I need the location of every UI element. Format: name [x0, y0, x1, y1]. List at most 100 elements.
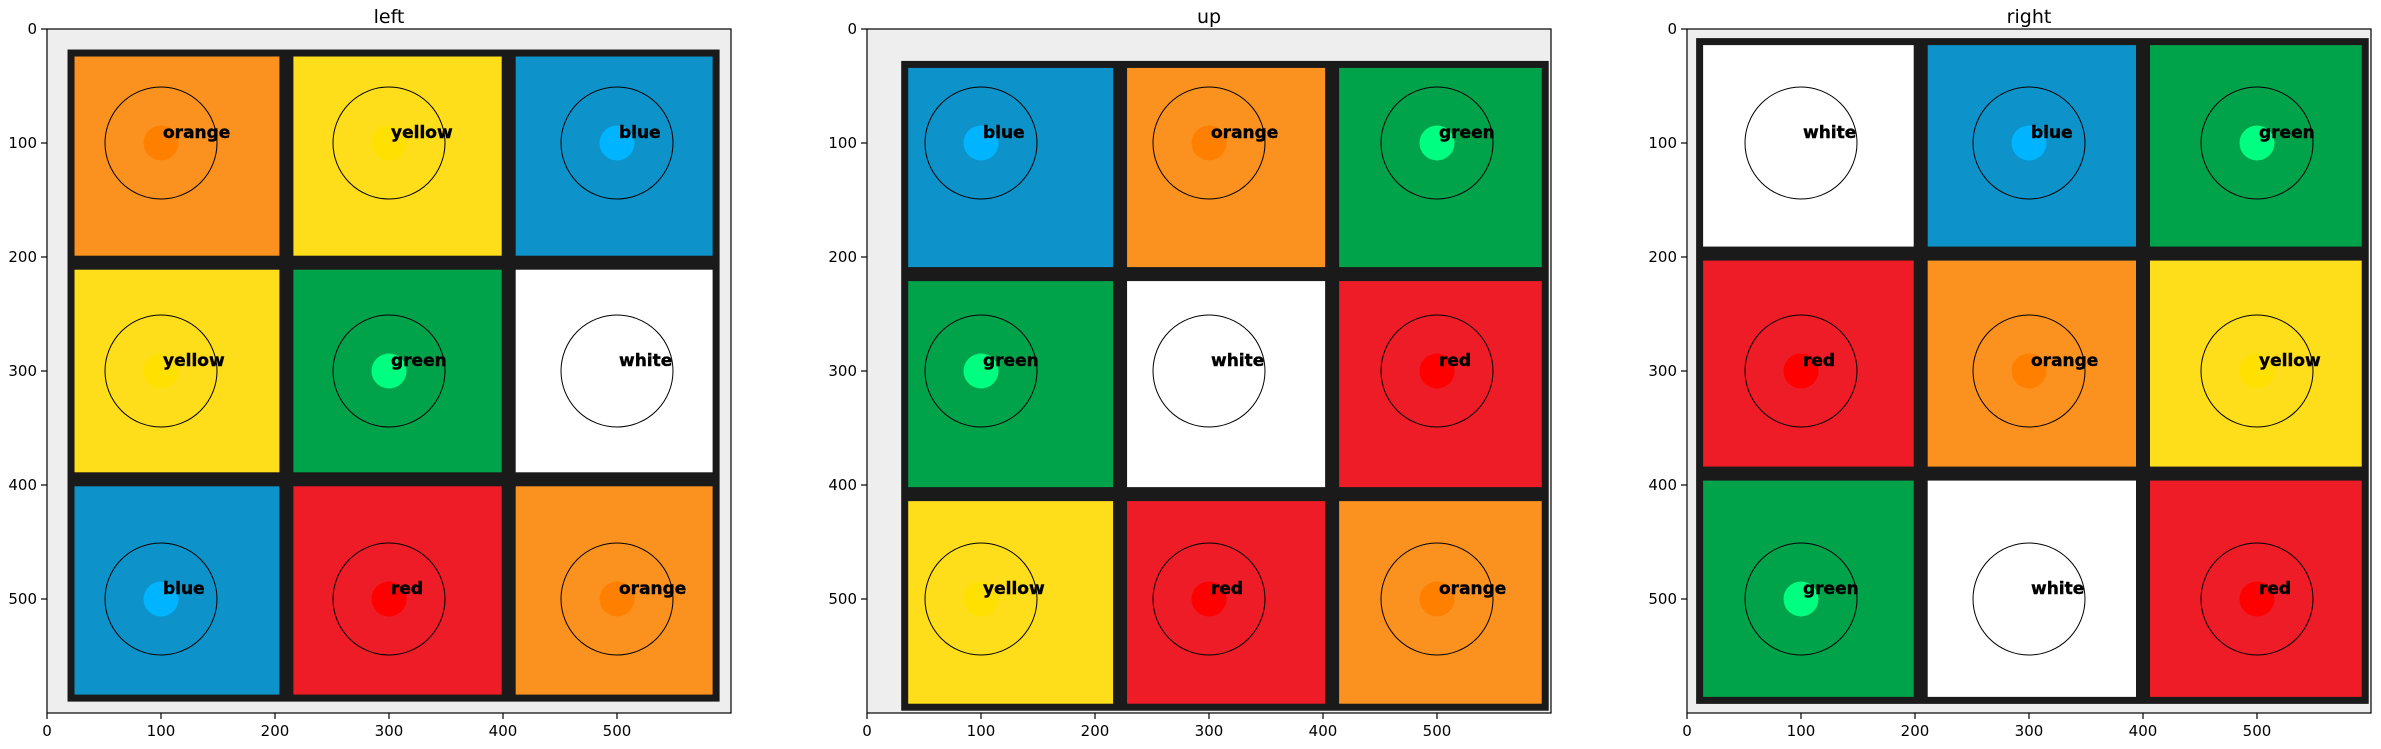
sample-ring	[1152, 86, 1266, 200]
cell-label: blue	[2031, 123, 2073, 143]
y-tick-label: 200	[828, 248, 857, 266]
sticker-yellow: yellow	[908, 501, 1114, 704]
sticker-square	[1127, 67, 1326, 268]
cell-label: red	[1211, 579, 1243, 599]
sticker-white: white	[1927, 480, 2136, 697]
sticker-orange: orange	[74, 56, 280, 256]
sticker-yellow: yellow	[293, 56, 502, 256]
y-tick-label: 500	[1648, 590, 1677, 608]
sample-dot	[2011, 581, 2047, 617]
sticker-blue: blue	[1927, 45, 2136, 247]
x-tick-label: 0	[42, 722, 52, 740]
sticker-green: green	[1703, 480, 1914, 697]
sample-ring	[332, 542, 446, 656]
panel-right: right white blue green red orange yellow green…	[1648, 6, 2372, 740]
y-tick-label: 0	[27, 20, 37, 38]
y-tick-label: 100	[828, 134, 857, 152]
y-tick-label: 100	[8, 134, 37, 152]
sample-dot	[143, 353, 179, 389]
sample-ring	[1744, 314, 1858, 428]
sticker-square	[908, 67, 1114, 268]
sample-dot	[963, 353, 999, 389]
x-tick-label: 200	[1901, 722, 1930, 740]
cell-label: green	[1803, 579, 1859, 599]
y-tick-label: 400	[828, 476, 857, 494]
cell-label: orange	[619, 579, 686, 599]
sample-dot	[1419, 581, 1455, 617]
x-tick-label: 300	[375, 722, 404, 740]
panel-left: left orange yellow blue yellow green white blu…	[8, 6, 732, 740]
x-tick-label: 0	[1682, 722, 1692, 740]
y-tick-label: 500	[8, 590, 37, 608]
sample-ring	[924, 86, 1038, 200]
sample-ring	[104, 314, 218, 428]
cell-label: orange	[2031, 351, 2098, 371]
sample-dot	[599, 353, 635, 389]
cell-label: green	[391, 351, 447, 371]
sample-ring	[560, 314, 674, 428]
sample-dot	[371, 581, 407, 617]
y-tick-label: 400	[8, 476, 37, 494]
cell-label: orange	[163, 123, 230, 143]
cell-label: yellow	[983, 579, 1045, 599]
sample-dot	[1419, 353, 1455, 389]
sample-dot	[1783, 353, 1819, 389]
sample-ring	[1972, 314, 2086, 428]
x-tick-label: 300	[2015, 722, 2044, 740]
sticker-square	[1339, 67, 1542, 268]
x-tick-label: 200	[261, 722, 290, 740]
sample-ring	[924, 542, 1038, 656]
sample-dot	[1783, 581, 1819, 617]
cell-label: blue	[619, 123, 661, 143]
sticker-square	[74, 486, 280, 695]
sample-ring	[1972, 542, 2086, 656]
sample-dot	[1419, 125, 1455, 161]
sticker-red: red	[1703, 260, 1914, 467]
sample-dot	[599, 125, 635, 161]
sample-dot	[143, 125, 179, 161]
sticker-white: white	[1703, 45, 1914, 247]
sticker-yellow: yellow	[74, 269, 280, 473]
sticker-green: green	[2150, 45, 2362, 247]
cell-label: orange	[1211, 123, 1278, 143]
x-tick-label: 300	[1195, 722, 1224, 740]
sample-dot	[2011, 353, 2047, 389]
sample-ring	[1380, 314, 1494, 428]
x-tick-label: 100	[147, 722, 176, 740]
y-tick-label: 300	[828, 362, 857, 380]
sample-ring	[1380, 542, 1494, 656]
image-area: blue orange green green white red yellow red ora…	[867, 29, 1551, 713]
sample-ring	[1380, 86, 1494, 200]
y-tick-label: 200	[1648, 248, 1677, 266]
cell-label: green	[983, 351, 1039, 371]
sticker-green: green	[1339, 67, 1542, 268]
sticker-blue: blue	[908, 67, 1114, 268]
sample-ring	[104, 542, 218, 656]
cell-label: white	[1211, 351, 1264, 371]
image-area: white blue green red orange yellow green white r…	[1687, 29, 2371, 713]
sample-ring	[1744, 86, 1858, 200]
y-tick-label: 500	[828, 590, 857, 608]
x-tick-label: 500	[1423, 722, 1452, 740]
sample-ring	[560, 86, 674, 200]
sample-ring	[1744, 542, 1858, 656]
sample-ring	[1972, 86, 2086, 200]
panel-up: up blue orange green green white red yellow red…	[828, 6, 1552, 740]
sample-ring	[2200, 86, 2314, 200]
sticker-orange: orange	[1339, 501, 1542, 704]
sticker-blue: blue	[515, 56, 713, 256]
sample-dot	[1783, 125, 1819, 161]
sample-dot	[599, 581, 635, 617]
x-tick-label: 100	[967, 722, 996, 740]
cell-label: blue	[983, 123, 1025, 143]
sticker-orange: orange	[1127, 67, 1326, 268]
sample-dot	[2239, 581, 2275, 617]
cell-label: yellow	[391, 123, 453, 143]
sample-dot	[2239, 125, 2275, 161]
sticker-red: red	[2150, 480, 2362, 697]
sticker-red: red	[293, 486, 502, 695]
sticker-green: green	[293, 269, 502, 473]
cell-label: blue	[163, 579, 205, 599]
sample-ring	[2200, 542, 2314, 656]
